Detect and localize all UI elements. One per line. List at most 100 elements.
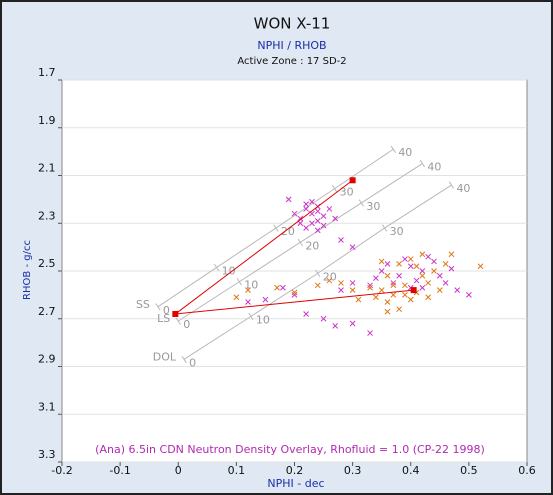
point [349,320,356,327]
zone-label: Active Zone : 17 SD-2 [237,56,346,67]
point [448,251,455,258]
x-tick-label: -0.2 [51,464,72,477]
porosity-tick [213,263,220,272]
chart-subtitle: NPHI / RHOB [257,39,326,52]
point [402,282,408,289]
chart-title: WON X-11 [254,15,331,33]
x-axis-label: NPHI - dec [267,477,324,490]
y-tick-label: 3.3 [38,448,56,461]
point [373,275,379,282]
point [384,308,391,315]
porosity-tick [331,185,338,193]
porosity-label: 0 [183,318,190,331]
porosity-label: 0 [189,356,196,369]
y-tick-label: 2.1 [38,162,56,175]
point [349,280,356,286]
porosity-label: 30 [366,200,380,213]
point [303,206,309,212]
point [477,263,484,270]
point [396,272,402,279]
point [285,196,292,203]
point [326,277,333,284]
y-tick-label: 2.7 [38,305,56,318]
point [349,287,356,293]
point [425,253,432,260]
point [402,292,408,298]
lithology-name: DOL [153,350,177,363]
x-tick-label: 0.2 [286,464,304,477]
point [419,272,426,279]
point [384,260,391,267]
porosity-label: 0 [163,304,170,317]
point [413,263,420,270]
point [425,280,432,286]
point [314,227,321,234]
point [274,284,280,291]
porosity-tick [315,269,321,278]
porosity-label: 30 [390,225,404,238]
point [338,237,344,243]
point [367,284,373,291]
point [326,206,333,212]
point [262,296,269,303]
y-axis-label: RHOB - g/cc [22,240,33,300]
point [419,251,426,258]
porosity-label: 40 [456,182,470,195]
porosity-tick [448,181,455,189]
point [373,294,379,301]
point [436,272,443,279]
point [355,296,362,303]
point [338,287,344,293]
porosity-tick [175,317,181,325]
point [431,258,437,265]
point [320,315,327,322]
point [332,323,339,329]
annotation: (Ana) 6.5in CDN Neutron Density Overlay,… [95,443,485,456]
point [413,277,420,284]
point [384,299,391,305]
point [431,268,437,274]
porosity-tick [297,238,303,246]
porosity-tick [419,159,425,168]
point [402,256,408,262]
point [407,296,414,303]
point [297,215,304,222]
point [303,201,309,208]
y-tick-label: 1.7 [38,66,56,79]
point [245,299,251,305]
point [314,208,321,215]
x-tick-label: 0.6 [518,464,536,477]
x-tick-label: 0 [175,464,182,477]
y-tick-label: 2.9 [38,353,56,366]
x-tick-label: 0.4 [402,464,420,477]
point [280,284,286,291]
x-tick-label: -0.1 [109,464,130,477]
point [291,210,298,217]
red-marker [349,177,356,184]
porosity-label: 10 [222,264,236,277]
point [378,268,385,274]
porosity-tick [248,312,254,320]
point [367,282,373,289]
point [245,287,251,293]
porosity-tick [381,224,388,232]
x-tick-label: 0.3 [344,464,362,477]
porosity-tick [358,199,364,207]
point [454,287,461,293]
point [309,220,315,227]
lithology-name: SS [136,298,150,311]
point [378,258,385,265]
porosity-tick [155,303,161,311]
porosity-label: 20 [305,239,319,252]
point [303,225,309,231]
x-tick-label: 0.1 [228,464,246,477]
point [349,244,356,250]
y-tick-label: 2.5 [38,257,56,270]
point [378,287,385,293]
point [419,268,426,274]
point [396,306,402,313]
porosity-label: 40 [398,146,412,159]
porosity-tick [236,278,242,286]
point [314,218,321,224]
point [338,280,344,286]
